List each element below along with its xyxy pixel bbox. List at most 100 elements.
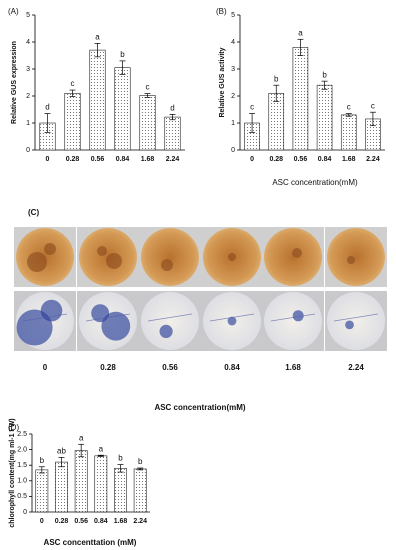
panel-label: (C)	[28, 208, 39, 217]
stain	[292, 248, 302, 258]
significance-letter: c	[250, 103, 254, 112]
x-axis-title: ASC concentration(mM)	[272, 178, 358, 187]
y-tick-label: 2	[26, 93, 30, 100]
y-tick-label: 4	[231, 39, 235, 46]
x-tick-label: 2.24	[166, 156, 180, 163]
y-axis-title: chlorophyll content(mg ml-1 FW)	[9, 418, 16, 527]
stain	[97, 246, 107, 256]
bar	[133, 468, 147, 513]
x-tick-label: 0.84	[318, 156, 332, 163]
gus-stain	[16, 309, 53, 346]
x-tick-label: 0.28	[66, 156, 80, 163]
y-tick-label: 0	[231, 147, 235, 154]
significance-letter: c	[371, 101, 375, 110]
vein	[147, 313, 193, 322]
panel-label: (D)	[8, 423, 19, 432]
y-tick-label: 0	[26, 147, 30, 154]
y-tick-label: 2.0	[17, 446, 27, 453]
gus-stain	[227, 316, 237, 326]
significance-letter: ab	[57, 447, 66, 456]
bar	[114, 468, 127, 513]
leaf-disc	[264, 292, 322, 350]
vein	[209, 313, 255, 322]
panel-label: (B)	[216, 7, 227, 16]
leaf-disc	[141, 228, 199, 286]
vein	[270, 313, 316, 322]
x-tick-label: 0.84	[94, 518, 108, 525]
x-tick-label: 0	[250, 156, 254, 163]
panel-label: (A)	[8, 7, 19, 16]
stain	[44, 243, 56, 255]
x-axis-title: ASC concenttation (mM)	[44, 538, 137, 547]
significance-letter: b	[138, 457, 143, 466]
y-tick-label: 0	[23, 509, 27, 516]
y-axis-title: Relative GUS activity	[219, 47, 226, 117]
photo-label: 2.24	[348, 363, 364, 372]
bar	[139, 95, 156, 151]
y-tick-label: 3	[231, 66, 235, 73]
photo-label: 0.28	[100, 363, 116, 372]
stain	[347, 256, 355, 264]
x-tick-label: 0.56	[74, 518, 88, 525]
stain	[106, 253, 122, 269]
bar	[89, 49, 106, 151]
x-tick-label: 1.68	[141, 156, 155, 163]
photo-label: 0.56	[162, 363, 178, 372]
significance-letter: b	[120, 50, 125, 59]
stain	[161, 259, 173, 271]
y-axis-title: Relative GUS expression	[11, 41, 18, 124]
stain	[27, 252, 47, 272]
significance-letter: c	[146, 83, 150, 92]
gus-stain	[101, 311, 131, 341]
x-tick-label: 0	[40, 518, 44, 525]
y-tick-label: 5	[231, 12, 235, 19]
significance-letter: b	[40, 456, 45, 465]
vein	[85, 313, 131, 322]
y-tick-label: 1	[231, 120, 235, 127]
vein	[333, 313, 379, 322]
bar	[292, 47, 309, 151]
x-tick-label: 0.28	[55, 518, 69, 525]
leaf-disc	[327, 228, 385, 286]
x-tick-label: 2.24	[133, 518, 147, 525]
significance-letter: a	[95, 32, 100, 41]
leaf-disc	[264, 228, 322, 286]
leaf-disc	[327, 292, 385, 350]
y-tick-label: 4	[26, 39, 30, 46]
y-tick-label: 2	[231, 93, 235, 100]
significance-letter: a	[79, 433, 84, 442]
y-tick-label: 0.5	[17, 493, 27, 500]
bar	[114, 67, 131, 151]
significance-letter: b	[274, 74, 279, 83]
significance-letter: a	[99, 444, 104, 453]
y-tick-label: 5	[26, 12, 30, 19]
bar	[316, 84, 333, 151]
bar	[35, 469, 49, 513]
bar	[74, 450, 88, 513]
significance-letter: c	[71, 79, 75, 88]
bar	[268, 93, 285, 151]
stain	[228, 253, 236, 261]
gus-stain	[292, 310, 304, 322]
bar	[164, 116, 181, 151]
x-axis-title: ASC concentration(mM)	[154, 403, 245, 412]
y-tick-label: 1.5	[17, 462, 27, 469]
y-tick-label: 1	[26, 120, 30, 127]
significance-letter: b	[322, 70, 327, 79]
leaf-photos	[14, 227, 387, 351]
vein	[22, 313, 68, 322]
bar	[340, 114, 357, 151]
x-tick-label: 0.56	[91, 156, 105, 163]
gus-stain	[159, 324, 173, 338]
x-tick-label: 0.28	[269, 156, 283, 163]
photo-label: 0	[43, 363, 48, 372]
significance-letter: a	[298, 28, 303, 37]
significance-letter: b	[118, 454, 123, 463]
x-tick-label: 1.68	[114, 518, 128, 525]
gus-stain	[40, 299, 63, 322]
x-tick-label: 2.24	[366, 156, 380, 163]
y-tick-label: 2.5	[17, 431, 27, 438]
y-tick-label: 1.0	[17, 478, 27, 485]
leaf-disc	[141, 292, 199, 350]
